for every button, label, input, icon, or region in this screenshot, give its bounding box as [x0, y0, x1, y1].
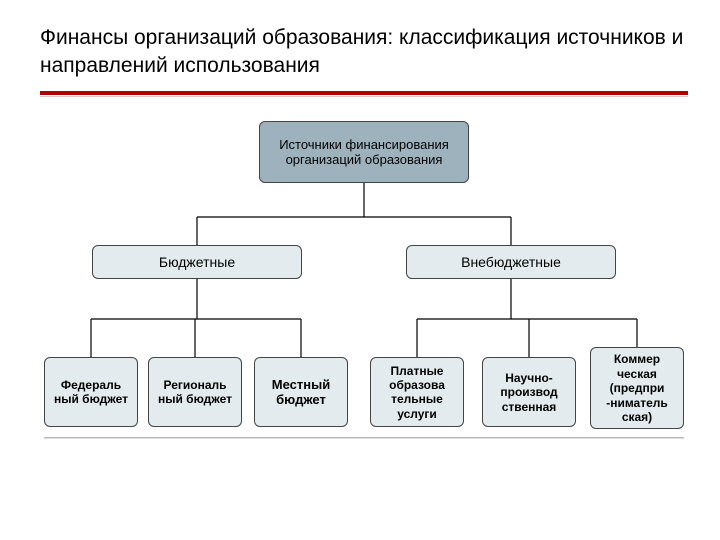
leaf-node: Платные образова тельные услуги — [370, 357, 464, 427]
root-label: Источники финансирования организаций обр… — [266, 137, 462, 168]
leaf-node: Федераль ный бюджет — [44, 357, 138, 427]
leaf-label: Региональ ный бюджет — [155, 378, 235, 407]
title-divider — [40, 91, 688, 97]
accent-bar — [40, 91, 688, 95]
leaf-label: Научно-производ ственная — [489, 371, 569, 414]
leaf-label: Коммер ческая (предпри -ниматель ская) — [597, 352, 677, 424]
mid-node-offbudget: Внебюджетные — [406, 245, 616, 279]
mid-node-budget: Бюджетные — [92, 245, 302, 279]
leaf-node: Научно-производ ственная — [482, 357, 576, 427]
leaf-label: Федераль ный бюджет — [51, 378, 131, 407]
leaf-label: Платные образова тельные услуги — [377, 364, 457, 422]
root-node: Источники финансирования организаций обр… — [259, 121, 469, 183]
leaf-node: Региональ ный бюджет — [148, 357, 242, 427]
slide: Финансы организаций образования: классиф… — [0, 0, 720, 540]
accent-shadow — [40, 96, 688, 97]
diagram-baseline — [44, 437, 684, 439]
mid-label: Внебюджетные — [461, 254, 561, 271]
slide-title: Финансы организаций образования: классиф… — [40, 24, 688, 79]
leaf-node: Местный бюджет — [254, 357, 348, 427]
hierarchy-diagram: Источники финансирования организаций обр… — [44, 107, 684, 467]
mid-label: Бюджетные — [159, 254, 235, 271]
leaf-label: Местный бюджет — [261, 377, 341, 408]
leaf-node: Коммер ческая (предпри -ниматель ская) — [590, 347, 684, 429]
